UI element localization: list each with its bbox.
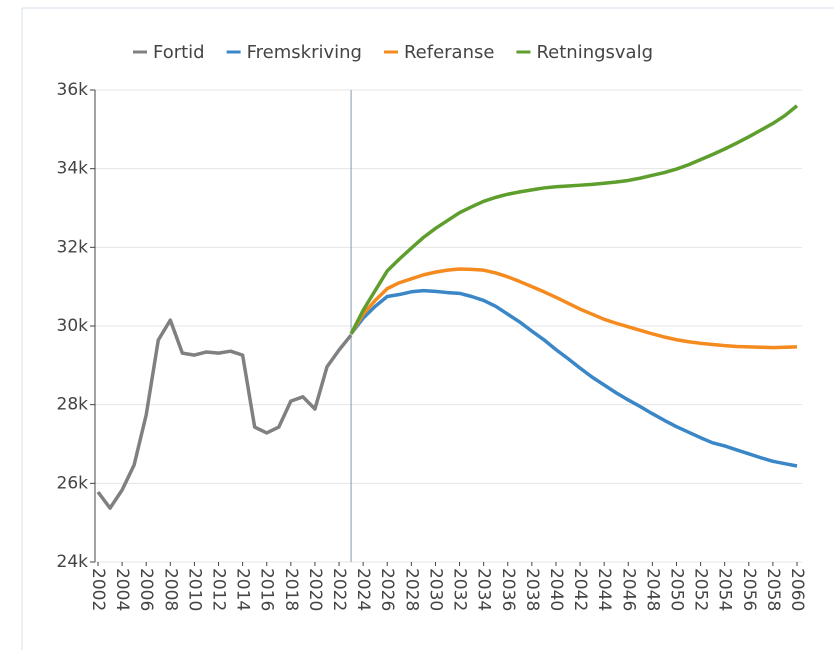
x-tick-label: 2010 [184, 568, 204, 611]
x-tick-label: 2040 [546, 568, 566, 611]
x-tick-label: 2004 [112, 568, 132, 611]
x-tick-label: 2052 [691, 568, 711, 611]
x-tick-label: 2034 [474, 568, 494, 611]
x-tick-label: 2022 [329, 568, 349, 611]
legend-label: Fremskriving [247, 42, 362, 63]
x-tick-label: 2018 [281, 568, 301, 611]
legend-label: Referanse [404, 42, 494, 63]
x-tick-label: 2060 [787, 568, 807, 611]
x-tick-label: 2002 [88, 568, 108, 611]
x-tick-label: 2008 [160, 568, 180, 611]
y-tick-label: 32k [57, 237, 89, 257]
x-tick-label: 2044 [594, 568, 614, 611]
legend-label: Fortid [153, 42, 205, 63]
y-tick-label: 30k [57, 316, 89, 336]
x-tick-label: 2016 [257, 568, 277, 611]
y-tick-label: 34k [57, 159, 89, 179]
x-tick-label: 2054 [715, 568, 735, 611]
x-tick-label: 2020 [305, 568, 325, 611]
x-tick-label: 2050 [666, 568, 686, 611]
x-tick-label: 2038 [522, 568, 542, 611]
legend-label: Retningsvalg [536, 42, 653, 63]
series-line [349, 288, 798, 468]
series-line [349, 267, 798, 350]
y-tick-label: 28k [57, 395, 89, 415]
x-tick-label: 2042 [570, 568, 590, 611]
x-tick-label: 2014 [233, 568, 253, 611]
series-line [96, 318, 353, 510]
y-tick-label: 36k [57, 80, 89, 100]
x-tick-label: 2012 [209, 568, 229, 611]
y-tick-label: 26k [57, 473, 89, 493]
x-tick-label: 2058 [763, 568, 783, 611]
x-tick-label: 2056 [739, 568, 759, 611]
x-tick-label: 2036 [498, 568, 518, 611]
x-tick-label: 2026 [377, 568, 397, 611]
x-tick-label: 2048 [642, 568, 662, 611]
y-tick-label: 24k [57, 552, 89, 572]
x-tick-label: 2028 [401, 568, 421, 611]
x-tick-label: 2024 [353, 568, 373, 611]
series-line [349, 104, 799, 335]
x-tick-label: 2030 [425, 568, 445, 611]
x-tick-label: 2046 [618, 568, 638, 611]
x-tick-label: 2032 [450, 568, 470, 611]
x-tick-label: 2006 [136, 568, 156, 611]
